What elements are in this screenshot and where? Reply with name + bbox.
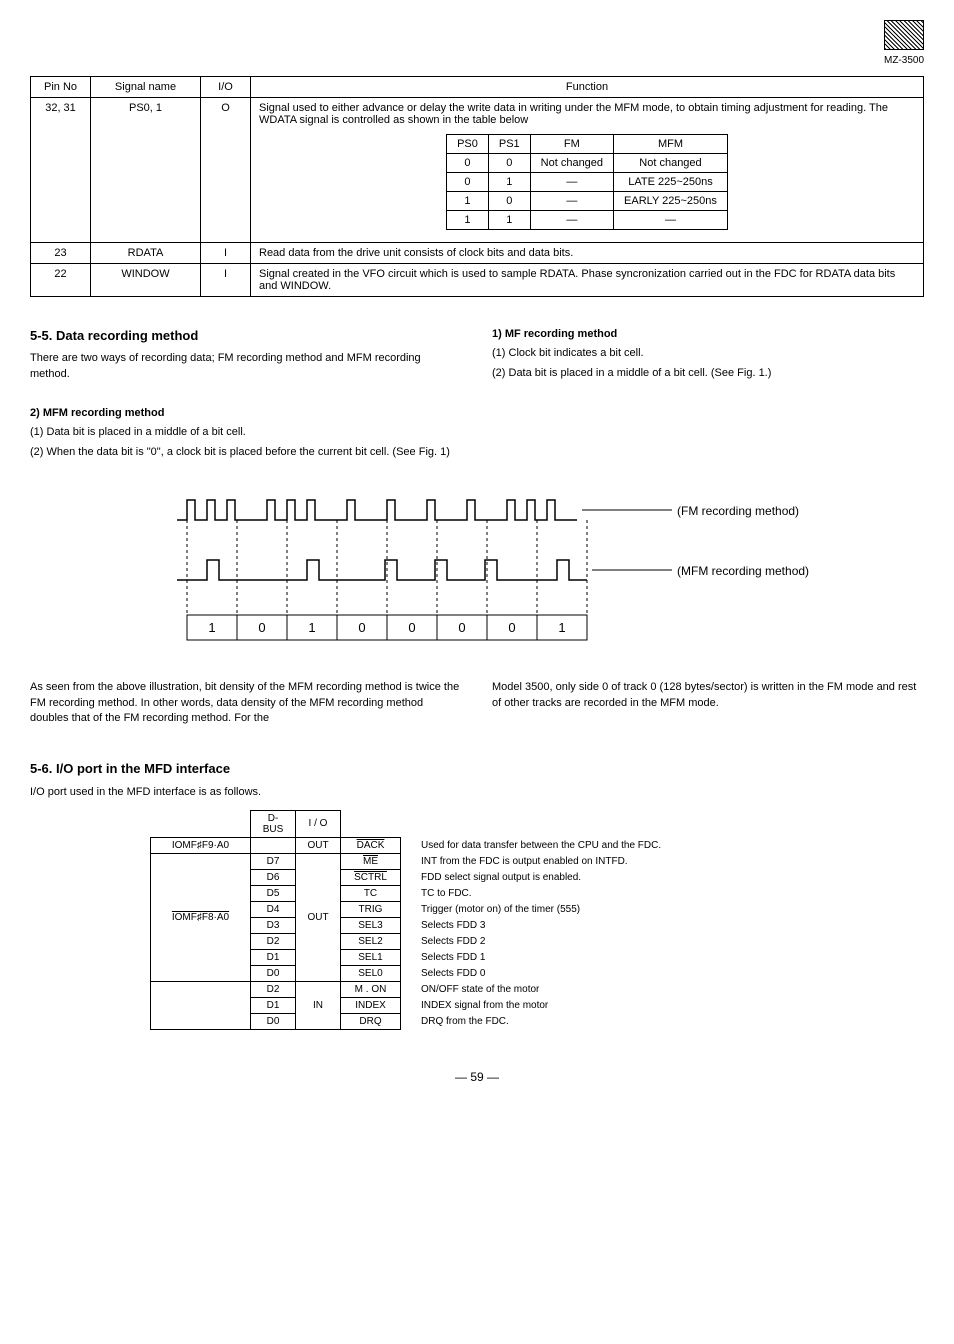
table-row: 23 RDATA I Read data from the drive unit…: [31, 243, 924, 264]
svg-text:1: 1: [208, 620, 215, 635]
io-table: D-BUS I / O IOMF♯F9·A0OUTDACKUsed for da…: [150, 810, 761, 1030]
svg-text:0: 0: [408, 620, 415, 635]
section-56-title: 5-6. I/O port in the MFD interface: [30, 760, 924, 778]
mfm-method: 2) MFM recording method (1) Data bit is …: [30, 406, 924, 460]
table-row: 22 WINDOW I Signal created in the VFO ci…: [31, 264, 924, 297]
svg-text:0: 0: [458, 620, 465, 635]
hdr-func: Function: [251, 77, 924, 98]
svg-text:0: 0: [358, 620, 365, 635]
fm-label: (FM recording method): [677, 504, 799, 518]
svg-text:0: 0: [508, 620, 515, 635]
table-row: 32, 31 PS0, 1 O Signal used to either ad…: [31, 98, 924, 243]
io-row: IOMF♯F9·A0OUTDACKUsed for data transfer …: [151, 837, 761, 853]
section-56: 5-6. I/O port in the MFD interface I/O p…: [30, 760, 924, 1030]
hdr-io: I/O: [201, 77, 251, 98]
recording-diagram: (FM recording method) (MFM recording met…: [30, 480, 924, 660]
section-55-top: 5-5. Data recording method There are two…: [30, 327, 924, 386]
logo-area: MZ-3500: [30, 20, 924, 66]
nested-table: PS0 PS1 FM MFM 00Not changedNot changed …: [446, 134, 728, 230]
svg-text:1: 1: [558, 620, 565, 635]
logo-text: MZ-3500: [30, 55, 924, 66]
hdr-pin: Pin No: [31, 77, 91, 98]
pin-table: Pin No Signal name I/O Function 32, 31 P…: [30, 76, 924, 297]
section-55-below: As seen from the above illustration, bit…: [30, 680, 924, 730]
section-55-title: 5-5. Data recording method: [30, 327, 462, 345]
io-row: D2INM . ONON/OFF state of the motor: [151, 981, 761, 997]
svg-text:1: 1: [308, 620, 315, 635]
hdr-signal: Signal name: [91, 77, 201, 98]
svg-text:0: 0: [258, 620, 265, 635]
mf-title: 1) MF recording method: [492, 327, 924, 342]
page-number: — 59 —: [30, 1070, 924, 1084]
logo-icon: [884, 20, 924, 50]
mfm-label: (MFM recording method): [677, 564, 809, 578]
waveform-svg: (FM recording method) (MFM recording met…: [137, 480, 817, 660]
io-row: IOMF♯F8·A0D7OUTMEINT from the FDC is out…: [151, 853, 761, 869]
